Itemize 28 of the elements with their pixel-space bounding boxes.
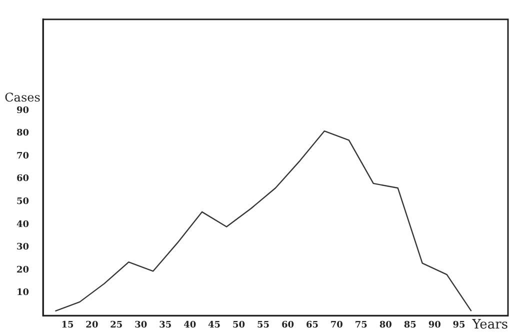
y-tick-label: 10: [16, 288, 29, 298]
y-tick-label: 90: [16, 106, 29, 116]
x-tick-label: 70: [330, 320, 343, 330]
x-tick-label: 45: [208, 320, 221, 330]
y-tick-label: 80: [16, 128, 29, 139]
y-tick-label: 70: [16, 151, 29, 162]
x-tick-label: 15: [61, 320, 74, 330]
x-tick-label: 75: [354, 320, 368, 330]
x-tick-label: 60: [281, 320, 294, 330]
y-axis-title: Cases: [4, 90, 40, 105]
x-tick-label: 35: [159, 320, 172, 330]
x-tick-label: 90: [428, 320, 441, 330]
y-tick-label: 50: [16, 197, 29, 208]
y-tick-label: 60: [16, 174, 29, 184]
y-tick-label: 30: [16, 242, 29, 253]
y-tick-label: 20: [16, 265, 29, 276]
x-tick-label: 80: [379, 320, 392, 330]
x-tick-label: 65: [306, 320, 318, 330]
x-tick-label: 40: [184, 320, 196, 330]
x-tick-label: 30: [134, 320, 148, 330]
x-tick-label: 50: [232, 320, 246, 330]
x-tick-label: 20: [86, 320, 98, 330]
x-axis-title: Years: [471, 317, 508, 332]
x-tick-label: 55: [257, 320, 270, 330]
x-tick-label: 25: [110, 320, 123, 330]
x-tick-label: 95: [452, 320, 466, 330]
y-tick-label: 40: [16, 220, 29, 230]
x-tick-label: 85: [404, 320, 416, 330]
